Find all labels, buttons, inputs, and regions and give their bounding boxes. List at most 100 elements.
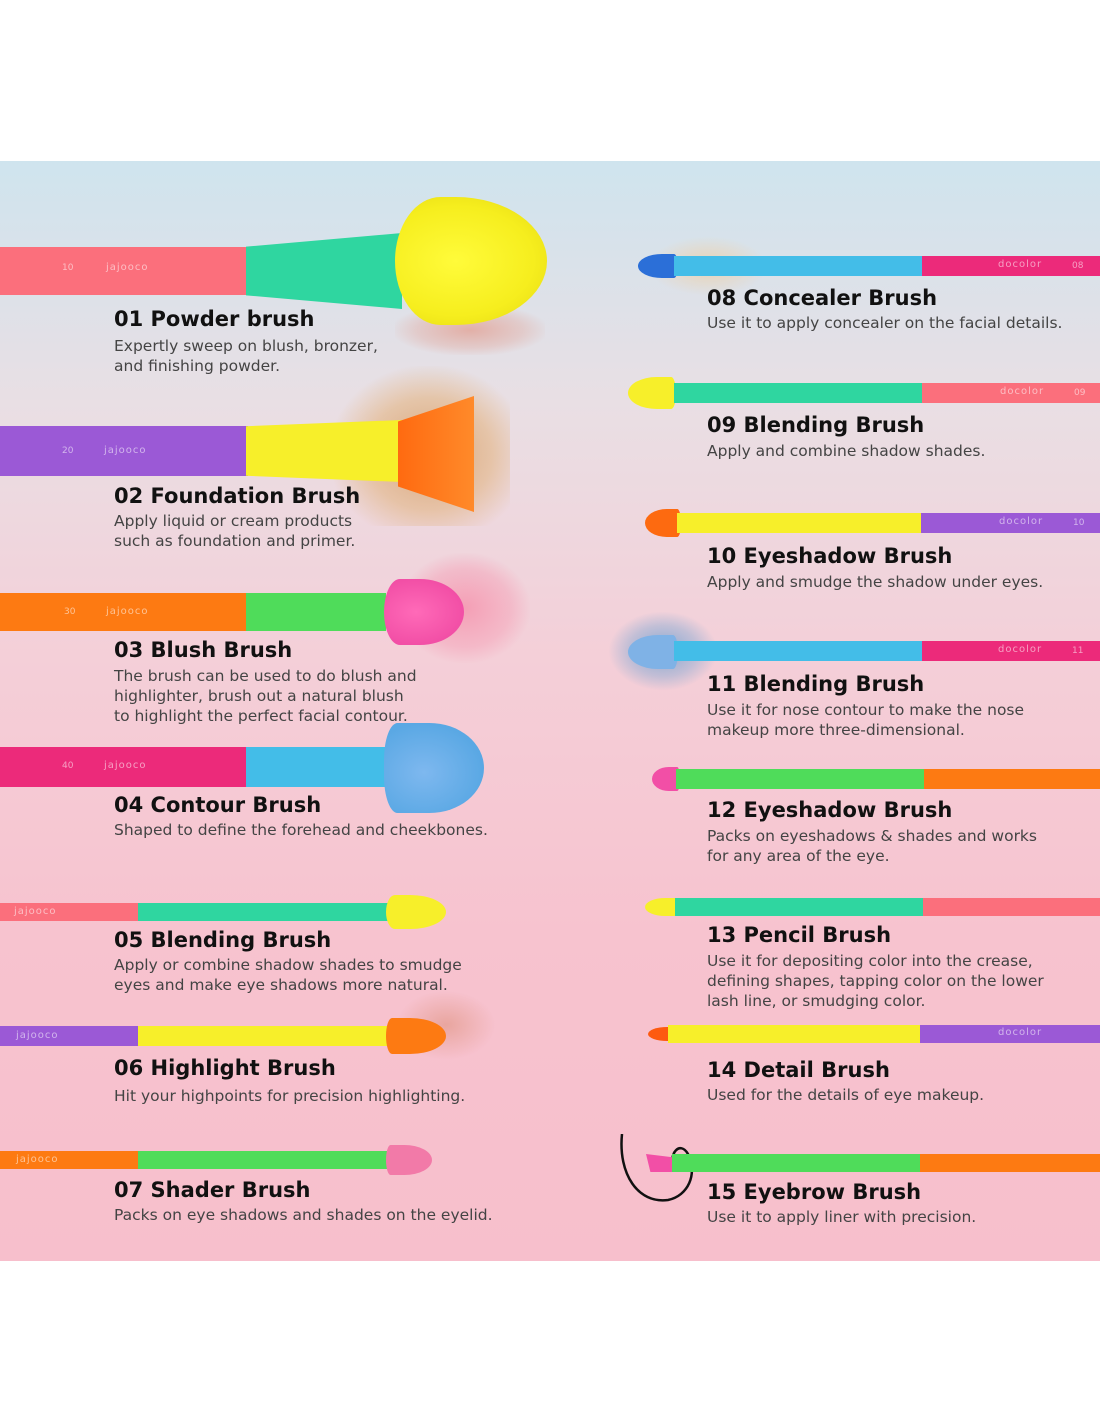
- handle-number: 11: [1072, 646, 1084, 656]
- brush-handle: [0, 247, 248, 295]
- brush-handle: [0, 747, 248, 787]
- description-line: lash line, or smudging color.: [707, 992, 926, 1010]
- brush-handle: [921, 513, 1100, 533]
- brush-03-description: The brush can be used to do blush and hi…: [114, 666, 417, 726]
- shader-bristles: [386, 1145, 432, 1175]
- brush-04-description: Shaped to define the forehead and cheekb…: [114, 820, 488, 840]
- handle-number: 10: [62, 263, 74, 273]
- description-line: Used for the details of eye makeup.: [707, 1086, 985, 1104]
- brush-handle: [0, 593, 248, 631]
- description-line: defining shapes, tapping color on the lo…: [707, 972, 1044, 990]
- handle-number: 30: [64, 607, 76, 617]
- description-line: Use it for depositing color into the cre…: [707, 952, 1033, 970]
- brand-logo-text: docolor: [1000, 386, 1045, 397]
- brush-04-title: 04 Contour Brush: [114, 793, 322, 817]
- brand-logo-text: docolor: [999, 516, 1044, 527]
- eyeshadow-bristles: [652, 767, 680, 791]
- description-line: Apply liquid or cream products: [114, 512, 353, 530]
- description-line: for any area of the eye.: [707, 847, 890, 865]
- brush-handle: [920, 1025, 1100, 1043]
- brush-06-description: Hit your highpoints for precision highli…: [114, 1086, 465, 1106]
- eyeshadow-bristles: [645, 509, 681, 537]
- brush-handle: [920, 1154, 1100, 1172]
- brush-10-description: Apply and smudge the shadow under eyes.: [707, 572, 1043, 592]
- brush-11-title: 11 Blending Brush: [707, 672, 925, 696]
- description-line: Use it for nose contour to make the nose: [707, 701, 1025, 719]
- contour-bristles: [384, 723, 484, 813]
- description-line: Apply and smudge the shadow under eyes.: [707, 573, 1044, 591]
- brush-05-description: Apply or combine shadow shades to smudge…: [114, 955, 462, 995]
- brush-06-title: 06 Highlight Brush: [114, 1056, 336, 1080]
- brush-ferrule: [246, 233, 402, 309]
- brush-12-title: 12 Eyeshadow Brush: [707, 798, 953, 822]
- brush-13-title: 13 Pencil Brush: [707, 923, 892, 947]
- blending-brush-05-image: jajooco: [0, 895, 460, 929]
- handle-number: 10: [1073, 518, 1085, 528]
- brush-handle: [924, 769, 1100, 789]
- highlight-brush-image: jajooco: [0, 990, 500, 1060]
- blending-bristles: [628, 635, 678, 669]
- brush-handle: [922, 383, 1100, 403]
- brush-handle: [922, 256, 1100, 276]
- highlight-bristles: [386, 1018, 446, 1054]
- brush-ferrule: [138, 1026, 388, 1046]
- description-line: and finishing powder.: [114, 357, 281, 375]
- brush-ferrule: [246, 747, 388, 787]
- detail-brush-image: docolor: [648, 1025, 1100, 1045]
- brush-handle: [922, 641, 1100, 661]
- brand-logo-text: jajooco: [104, 445, 147, 456]
- brand-logo-text: jajooco: [16, 1154, 59, 1165]
- brush-07-title: 07 Shader Brush: [114, 1178, 311, 1202]
- brush-08-description: Use it to apply concealer on the facial …: [707, 313, 1062, 333]
- brush-01-title: 01 Powder brush: [114, 307, 315, 331]
- brush-handle: [0, 1151, 138, 1169]
- brush-ferrule: [677, 513, 921, 533]
- brand-logo-text: docolor: [998, 1027, 1043, 1038]
- description-line: Shaped to define the forehead and cheekb…: [114, 821, 488, 839]
- brush-02-title: 02 Foundation Brush: [114, 484, 361, 508]
- brush-14-description: Used for the details of eye makeup.: [707, 1085, 984, 1105]
- brush-02-description: Apply liquid or cream products such as f…: [114, 511, 355, 551]
- handle-number: 40: [62, 761, 74, 771]
- pencil-brush-image: [645, 898, 1100, 918]
- blending-brush-09-image: docolor 09: [628, 377, 1100, 409]
- pencil-bristles: [645, 898, 679, 916]
- description-line: Use it to apply liner with precision.: [707, 1208, 977, 1226]
- brush-ferrule: [246, 593, 386, 631]
- description-line: Apply or combine shadow shades to smudge: [114, 956, 462, 974]
- description-line: Apply and combine shadow shades.: [707, 442, 986, 460]
- description-line: Expertly sweep on blush, bronzer,: [114, 337, 378, 355]
- brush-ferrule: [676, 769, 924, 789]
- brush-ferrule: [246, 420, 402, 482]
- liner-stroke: [620, 1134, 694, 1202]
- brush-11-description: Use it for nose contour to make the nose…: [707, 700, 1024, 740]
- description-line: highlighter, brush out a natural blush: [114, 687, 404, 705]
- brush-ferrule: [674, 641, 922, 661]
- brush-03-title: 03 Blush Brush: [114, 638, 293, 662]
- handle-number: 09: [1074, 388, 1086, 398]
- brand-logo-text: jajooco: [104, 760, 147, 771]
- product-infographic: 10 jajooco 20 jajooco 30 jajooco 40 jajo…: [0, 161, 1100, 1261]
- brush-handle: [923, 898, 1100, 916]
- foundation-brush-image: 20 jajooco: [0, 366, 520, 526]
- concealer-brush-image: docolor 08: [638, 236, 1100, 296]
- brush-09-description: Apply and combine shadow shades.: [707, 441, 985, 461]
- blending-bristles: [628, 377, 676, 409]
- brush-05-title: 05 Blending Brush: [114, 928, 332, 952]
- description-line: Hit your highpoints for precision highli…: [114, 1087, 466, 1105]
- contour-brush-image: 40 jajooco: [0, 723, 500, 813]
- description-line: Use it to apply concealer on the facial …: [707, 314, 1063, 332]
- brush-handle: [0, 1026, 138, 1046]
- description-line: The brush can be used to do blush and: [114, 667, 417, 685]
- brush-ferrule: [672, 1154, 920, 1172]
- brand-logo-text: jajooco: [106, 262, 149, 273]
- brush-ferrule: [675, 898, 923, 916]
- brush-12-description: Packs on eyeshadows & shades and works f…: [707, 826, 1037, 866]
- description-line: Packs on eyeshadows & shades and works: [707, 827, 1037, 845]
- brush-ferrule: [674, 256, 922, 276]
- blending-bristles: [386, 895, 446, 929]
- brush-15-title: 15 Eyebrow Brush: [707, 1180, 922, 1204]
- handle-number: 20: [62, 446, 74, 456]
- brand-logo-text: docolor: [998, 259, 1043, 270]
- eyebrow-brush-image: [618, 1134, 1100, 1214]
